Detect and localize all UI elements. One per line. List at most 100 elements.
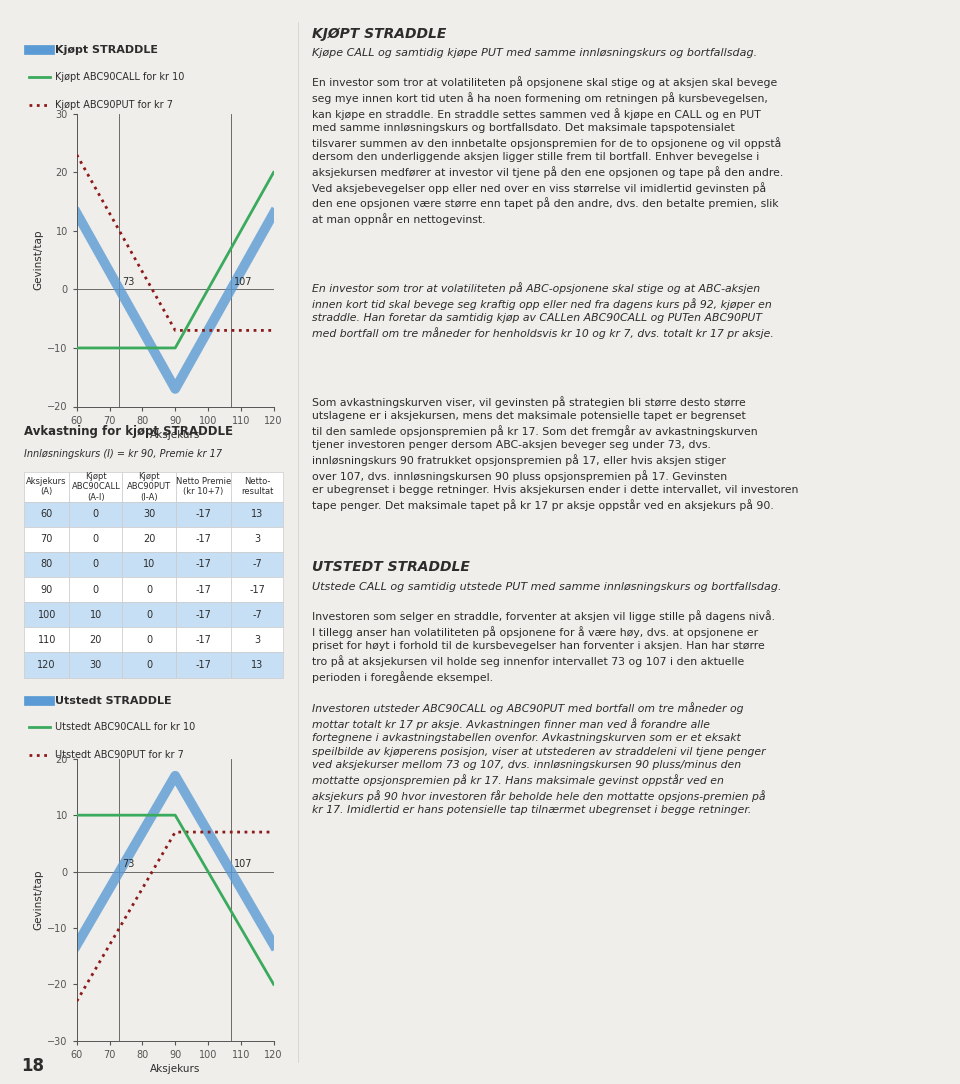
- Text: Investoren som selger en straddle, forventer at aksjen vil ligge stille på dagen: Investoren som selger en straddle, forve…: [312, 610, 775, 683]
- FancyBboxPatch shape: [69, 527, 123, 552]
- Text: 100: 100: [37, 609, 56, 620]
- FancyBboxPatch shape: [24, 552, 69, 577]
- FancyBboxPatch shape: [176, 653, 231, 678]
- Text: 0: 0: [146, 635, 152, 645]
- Text: Kjøpt
ABC90PUT
(I-A): Kjøpt ABC90PUT (I-A): [127, 472, 171, 502]
- Text: En investor som tror at volatiliteten på opsjonene skal stige og at aksjen skal : En investor som tror at volatiliteten på…: [312, 76, 783, 225]
- FancyBboxPatch shape: [123, 472, 176, 502]
- Text: 10: 10: [90, 609, 102, 620]
- Text: 120: 120: [37, 660, 56, 670]
- Text: 10: 10: [143, 559, 156, 569]
- Text: 20: 20: [89, 635, 102, 645]
- Text: 0: 0: [146, 584, 152, 595]
- Text: Netto-
resultat: Netto- resultat: [241, 477, 274, 496]
- FancyBboxPatch shape: [123, 502, 176, 527]
- Text: -17: -17: [250, 584, 265, 595]
- FancyBboxPatch shape: [176, 628, 231, 653]
- Text: Netto Premie
(kr 10+7): Netto Premie (kr 10+7): [176, 477, 231, 496]
- FancyBboxPatch shape: [24, 527, 69, 552]
- FancyBboxPatch shape: [123, 602, 176, 628]
- FancyBboxPatch shape: [24, 577, 69, 602]
- Text: -17: -17: [196, 509, 211, 519]
- Text: 70: 70: [40, 534, 53, 544]
- Text: 18: 18: [21, 1057, 44, 1075]
- Text: Utstedt STRADDLE: Utstedt STRADDLE: [55, 696, 172, 706]
- Text: 0: 0: [93, 509, 99, 519]
- FancyBboxPatch shape: [176, 602, 231, 628]
- FancyBboxPatch shape: [231, 527, 283, 552]
- FancyBboxPatch shape: [176, 527, 231, 552]
- Text: 0: 0: [93, 534, 99, 544]
- FancyBboxPatch shape: [176, 472, 231, 502]
- FancyBboxPatch shape: [231, 577, 283, 602]
- Text: 0: 0: [93, 559, 99, 569]
- Text: 107: 107: [233, 859, 252, 869]
- FancyBboxPatch shape: [69, 653, 123, 678]
- Text: 30: 30: [143, 509, 156, 519]
- FancyBboxPatch shape: [24, 653, 69, 678]
- Text: Kjøpt ABC90CALL for kr 10: Kjøpt ABC90CALL for kr 10: [55, 72, 184, 82]
- Text: -17: -17: [196, 609, 211, 620]
- FancyBboxPatch shape: [123, 653, 176, 678]
- FancyBboxPatch shape: [123, 628, 176, 653]
- Text: 0: 0: [146, 609, 152, 620]
- X-axis label: Aksjekurs: Aksjekurs: [150, 429, 201, 440]
- Text: Utstede CALL og samtidig utstede PUT med samme innløsningskurs og bortfallsdag.: Utstede CALL og samtidig utstede PUT med…: [312, 582, 781, 592]
- FancyBboxPatch shape: [123, 527, 176, 552]
- FancyBboxPatch shape: [176, 577, 231, 602]
- Text: 80: 80: [40, 559, 53, 569]
- Text: En investor som tror at volatiliteten på ABC-opsjonene skal stige og at ABC-aksj: En investor som tror at volatiliteten på…: [312, 282, 774, 338]
- FancyBboxPatch shape: [24, 602, 69, 628]
- Text: 110: 110: [37, 635, 56, 645]
- FancyBboxPatch shape: [24, 472, 69, 502]
- FancyBboxPatch shape: [123, 577, 176, 602]
- Text: Kjøpt
ABC90CALL
(A-I): Kjøpt ABC90CALL (A-I): [72, 472, 120, 502]
- X-axis label: Aksjekurs: Aksjekurs: [150, 1063, 201, 1074]
- Text: Utstedt ABC90CALL for kr 10: Utstedt ABC90CALL for kr 10: [55, 722, 195, 733]
- Text: 73: 73: [122, 276, 134, 287]
- Text: 30: 30: [90, 660, 102, 670]
- Text: 90: 90: [40, 584, 53, 595]
- Text: -17: -17: [196, 635, 211, 645]
- FancyBboxPatch shape: [69, 502, 123, 527]
- Y-axis label: Gevinst/tap: Gevinst/tap: [33, 230, 43, 291]
- FancyBboxPatch shape: [176, 552, 231, 577]
- Y-axis label: Gevinst/tap: Gevinst/tap: [33, 869, 43, 930]
- Text: 0: 0: [93, 584, 99, 595]
- Text: 3: 3: [254, 534, 260, 544]
- FancyBboxPatch shape: [231, 502, 283, 527]
- Text: -7: -7: [252, 609, 262, 620]
- FancyBboxPatch shape: [231, 552, 283, 577]
- FancyBboxPatch shape: [69, 472, 123, 502]
- FancyBboxPatch shape: [69, 577, 123, 602]
- Text: 0: 0: [146, 660, 152, 670]
- Text: 60: 60: [40, 509, 53, 519]
- Text: Kjøpe CALL og samtidig kjøpe PUT med samme innløsningskurs og bortfallsdag.: Kjøpe CALL og samtidig kjøpe PUT med sam…: [312, 48, 757, 57]
- Text: -17: -17: [196, 534, 211, 544]
- Text: UTSTEDT STRADDLE: UTSTEDT STRADDLE: [312, 560, 469, 575]
- Text: 3: 3: [254, 635, 260, 645]
- FancyBboxPatch shape: [231, 472, 283, 502]
- FancyBboxPatch shape: [69, 628, 123, 653]
- Text: Som avkastningskurven viser, vil gevinsten på strategien bli større desto større: Som avkastningskurven viser, vil gevinst…: [312, 396, 799, 511]
- FancyBboxPatch shape: [231, 602, 283, 628]
- FancyBboxPatch shape: [69, 552, 123, 577]
- Text: 107: 107: [233, 276, 252, 287]
- Text: -17: -17: [196, 660, 211, 670]
- Text: -17: -17: [196, 559, 211, 569]
- Text: Investoren utsteder ABC90CALL og ABC90PUT med bortfall om tre måneder og
mottar : Investoren utsteder ABC90CALL og ABC90PU…: [312, 702, 766, 815]
- Text: Kjøpt ABC90PUT for kr 7: Kjøpt ABC90PUT for kr 7: [55, 100, 173, 109]
- Text: 13: 13: [252, 509, 263, 519]
- Text: 20: 20: [143, 534, 156, 544]
- Text: 13: 13: [252, 660, 263, 670]
- Text: KJØPT STRADDLE: KJØPT STRADDLE: [312, 27, 446, 41]
- Text: Avkastning for kjøpt STRADDLE: Avkastning for kjøpt STRADDLE: [24, 425, 233, 438]
- FancyBboxPatch shape: [24, 502, 69, 527]
- Text: -17: -17: [196, 584, 211, 595]
- Text: -7: -7: [252, 559, 262, 569]
- FancyBboxPatch shape: [231, 628, 283, 653]
- FancyBboxPatch shape: [123, 552, 176, 577]
- Text: Aksjekurs
(A): Aksjekurs (A): [27, 477, 67, 496]
- Text: Innløsningskurs (I) = kr 90, Premie kr 17: Innløsningskurs (I) = kr 90, Premie kr 1…: [24, 449, 222, 459]
- FancyBboxPatch shape: [176, 502, 231, 527]
